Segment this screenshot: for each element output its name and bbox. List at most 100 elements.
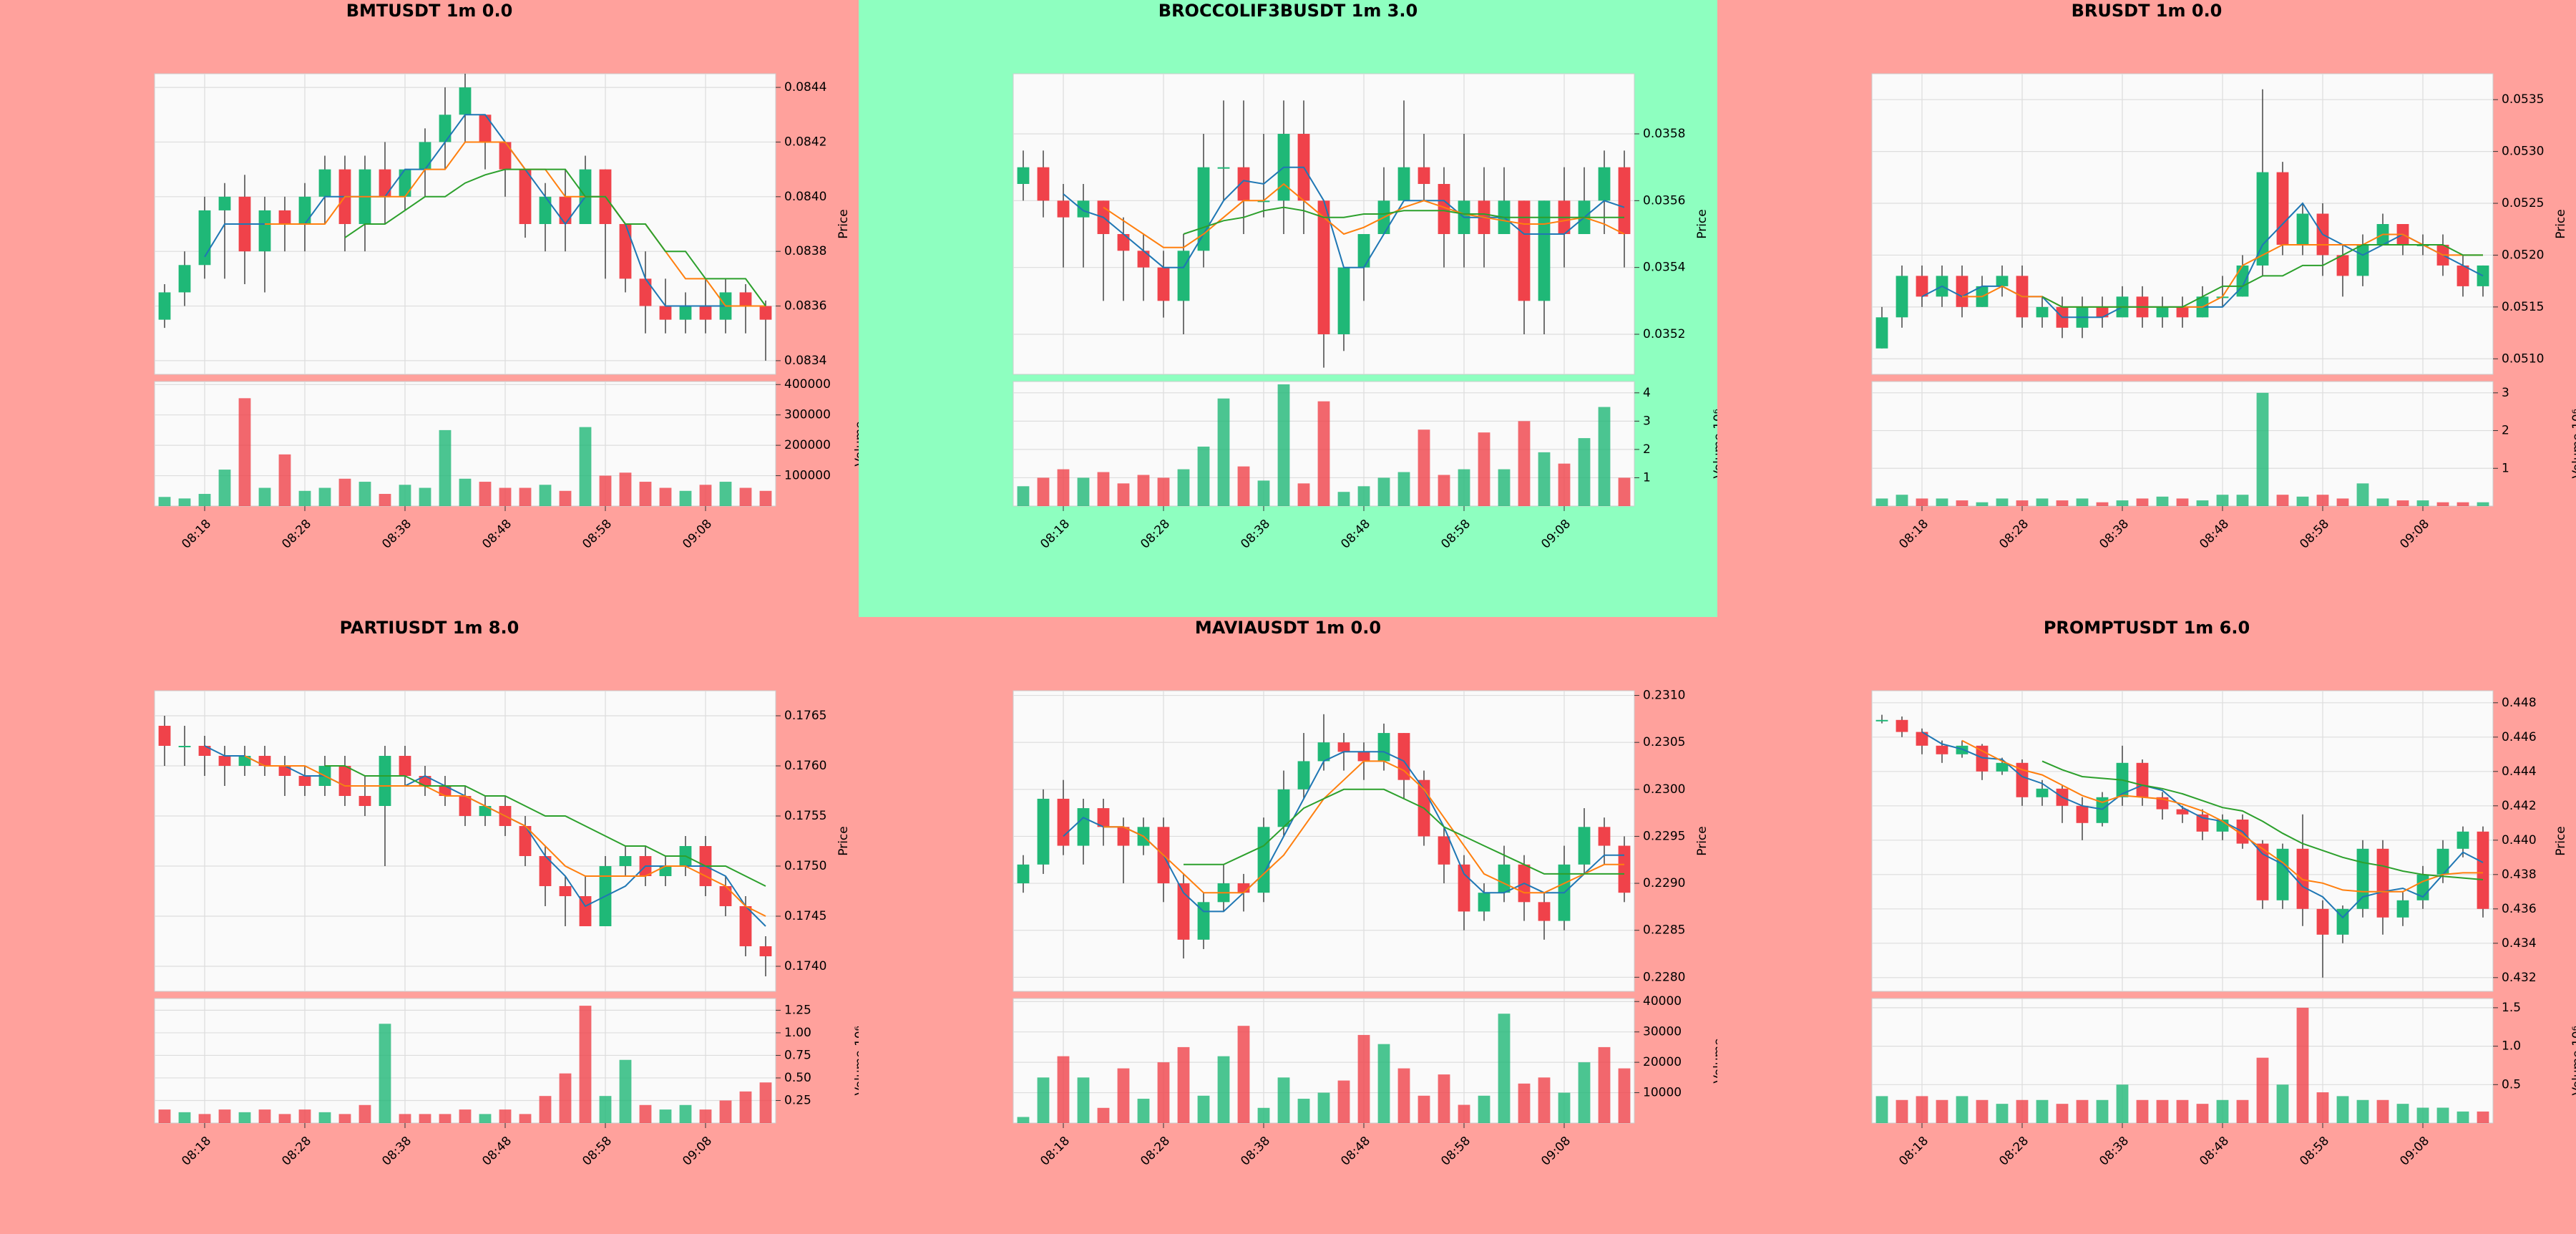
volume-bar <box>218 1109 231 1123</box>
volume-bar <box>539 485 552 506</box>
chart-panel: BRUSDT 1m 0.0 0.0510 0.0515 0.0520 0.0525 0.0… <box>1717 0 2576 617</box>
volume-bar <box>479 1114 492 1123</box>
chart-panel: MAVIAUSDT 1m 0.0 0.2280 0.2285 0.2290 0.2295… <box>859 617 1726 1234</box>
candle-body <box>2436 848 2449 875</box>
candle-body <box>559 886 572 896</box>
volume-bar <box>719 1100 732 1123</box>
candle-body <box>399 756 411 776</box>
candle-body <box>2156 306 2169 318</box>
y-tick-label: 0.2305 <box>1643 735 1685 749</box>
candle-body <box>1478 893 1491 912</box>
volume-bar <box>2056 1104 2069 1123</box>
volume-bar <box>579 1006 592 1123</box>
candle-body <box>158 292 171 320</box>
volume-bar <box>2396 500 2409 506</box>
y-tick-label: 0.444 <box>2502 764 2537 779</box>
volume-bar <box>619 1059 632 1123</box>
candle-body <box>2457 265 2469 286</box>
candle-body <box>1217 167 1230 169</box>
candle-body <box>1337 267 1350 334</box>
y-tick-label: 0.442 <box>2502 799 2537 813</box>
volume-bar <box>499 487 512 506</box>
candle-body <box>1157 267 1170 301</box>
candle-body <box>178 265 191 293</box>
candle-body <box>178 746 191 747</box>
candle-body <box>1936 745 1948 754</box>
volume-bar <box>258 1109 271 1123</box>
volume-bar <box>759 1082 772 1123</box>
volume-bar <box>599 1096 612 1123</box>
volume-bar <box>639 482 652 506</box>
candle-body <box>1017 167 1030 184</box>
volume-bar <box>2416 500 2429 506</box>
y-tick-label: 2 <box>2502 424 2509 438</box>
volume-bar <box>2076 498 2089 506</box>
volume-bar <box>1397 472 1410 506</box>
volume-bar <box>1277 384 1290 506</box>
candle-body <box>1357 234 1370 268</box>
candle-body <box>1875 719 1888 722</box>
volume-bar <box>719 482 732 506</box>
candle-body <box>1618 167 1631 234</box>
y-tick-label: 0.432 <box>2502 971 2537 985</box>
volume-bar <box>1618 477 1631 506</box>
volume-bar <box>338 478 351 506</box>
volume-bar <box>2016 500 2029 506</box>
volume-bar <box>1217 398 1230 506</box>
volume-bar <box>1936 1099 1948 1123</box>
candle-body <box>1197 167 1210 251</box>
candle-body <box>2276 172 2289 245</box>
volume-bar <box>579 427 592 506</box>
candle-body <box>1438 836 1450 865</box>
candle-body <box>419 142 431 170</box>
volume-axis-label: Volume 10⁶ <box>2570 1026 2576 1095</box>
candle-body <box>759 306 772 320</box>
candle-body <box>459 87 472 115</box>
y-tick-label: 0.446 <box>2502 730 2537 744</box>
candle-body <box>1458 864 1470 912</box>
candle-body <box>2356 848 2369 909</box>
volume-bar <box>2396 1104 2409 1123</box>
volume-bar <box>238 398 251 506</box>
candle-body <box>639 278 652 306</box>
y-tick-label: 10000 <box>1643 1086 1682 1100</box>
moving-average-line <box>344 168 766 307</box>
candle-body <box>579 896 592 926</box>
volume-bar <box>599 475 612 506</box>
volume-bar <box>2256 392 2269 506</box>
candle-body <box>1177 251 1190 301</box>
candle-body <box>739 292 752 306</box>
y-tick-label: 0.436 <box>2502 902 2537 916</box>
candle-body <box>2316 908 2329 935</box>
candle-body <box>739 906 752 946</box>
volume-bar <box>2096 1099 2109 1123</box>
volume-bar <box>1317 401 1330 506</box>
volume-bar <box>439 429 452 506</box>
moving-average-line <box>1103 760 1624 894</box>
volume-bar <box>2376 1099 2389 1123</box>
volume-bar <box>1157 477 1170 506</box>
candle-body <box>318 169 331 197</box>
volume-bar <box>1458 1104 1470 1123</box>
volume-bar <box>2156 1099 2169 1123</box>
volume-bar <box>1117 483 1130 506</box>
volume-bar <box>1618 1068 1631 1123</box>
volume-bar <box>1357 486 1370 506</box>
volume-bar <box>1137 1099 1150 1123</box>
y-tick-label: 1.5 <box>2502 1001 2521 1015</box>
volume-bar <box>1017 1117 1030 1123</box>
volume-bar <box>1397 1068 1410 1123</box>
candle-body <box>539 196 552 224</box>
candle-body <box>298 776 311 786</box>
volume-bar <box>2376 498 2389 506</box>
volume-bar <box>1237 466 1250 506</box>
moving-average-line <box>1921 731 2484 919</box>
volume-bar <box>1357 1034 1370 1123</box>
volume-bar <box>439 1114 452 1123</box>
volume-bar <box>1257 480 1270 506</box>
candle-body <box>1498 864 1511 893</box>
volume-bar <box>2056 500 2069 506</box>
y-axis-label: Price <box>836 826 851 855</box>
moving-average-line <box>1183 206 1624 235</box>
volume-bar <box>1157 1062 1170 1123</box>
